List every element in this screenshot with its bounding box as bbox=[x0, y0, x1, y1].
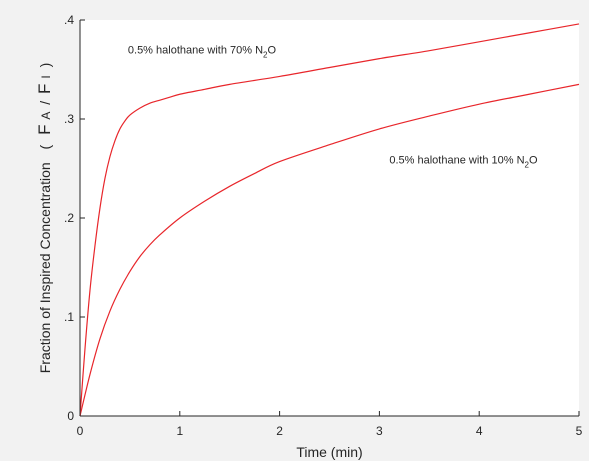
curves-layer bbox=[79, 23, 580, 417]
x-axis-label: Time (min) bbox=[296, 444, 362, 460]
x-ticks-layer: 0 1 2 3 4 5 bbox=[77, 411, 583, 438]
y-axis-label-main: Fraction of Inspired Concentration bbox=[37, 162, 53, 373]
y-axis-label-subscript-a: A bbox=[39, 112, 53, 120]
y-tick-label: 0 bbox=[67, 409, 74, 423]
y-axis-label-close-paren: ) bbox=[37, 63, 53, 68]
curve-annotation-2: 0.5% halothane with 10% N2O bbox=[389, 155, 538, 170]
annotations-layer: 0.5% halothane with 70% N2O 0.5% halothan… bbox=[128, 45, 538, 170]
y-axis-label-f-denominator: F bbox=[35, 84, 54, 94]
y-axis-label-subscript-i: I bbox=[39, 75, 53, 78]
y-axis-label-slash: / bbox=[37, 101, 53, 105]
x-tick-label: 0 bbox=[77, 424, 84, 438]
series-line-1 bbox=[79, 23, 580, 417]
plot-area bbox=[80, 20, 579, 416]
y-tick-label: .1 bbox=[64, 310, 74, 324]
y-axis-label: Fraction of Inspired Concentration ( F A… bbox=[35, 63, 54, 374]
y-axis-label-open-paren: ( bbox=[37, 144, 53, 149]
series-line-2 bbox=[79, 83, 580, 417]
y-ticks-layer: 0 .1 .2 .3 .4 bbox=[64, 13, 85, 423]
y-axis-label-f-numerator: F bbox=[35, 125, 54, 135]
y-tick-label: .2 bbox=[64, 211, 74, 225]
x-tick-label: 3 bbox=[376, 424, 383, 438]
y-tick-label: .3 bbox=[64, 112, 74, 126]
x-tick-label: 5 bbox=[576, 424, 583, 438]
x-tick-label: 2 bbox=[276, 424, 283, 438]
y-tick-label: .4 bbox=[64, 13, 74, 27]
x-tick-label: 4 bbox=[476, 424, 483, 438]
curve-annotation-1: 0.5% halothane with 70% N2O bbox=[128, 45, 277, 60]
x-tick-label: 1 bbox=[176, 424, 183, 438]
